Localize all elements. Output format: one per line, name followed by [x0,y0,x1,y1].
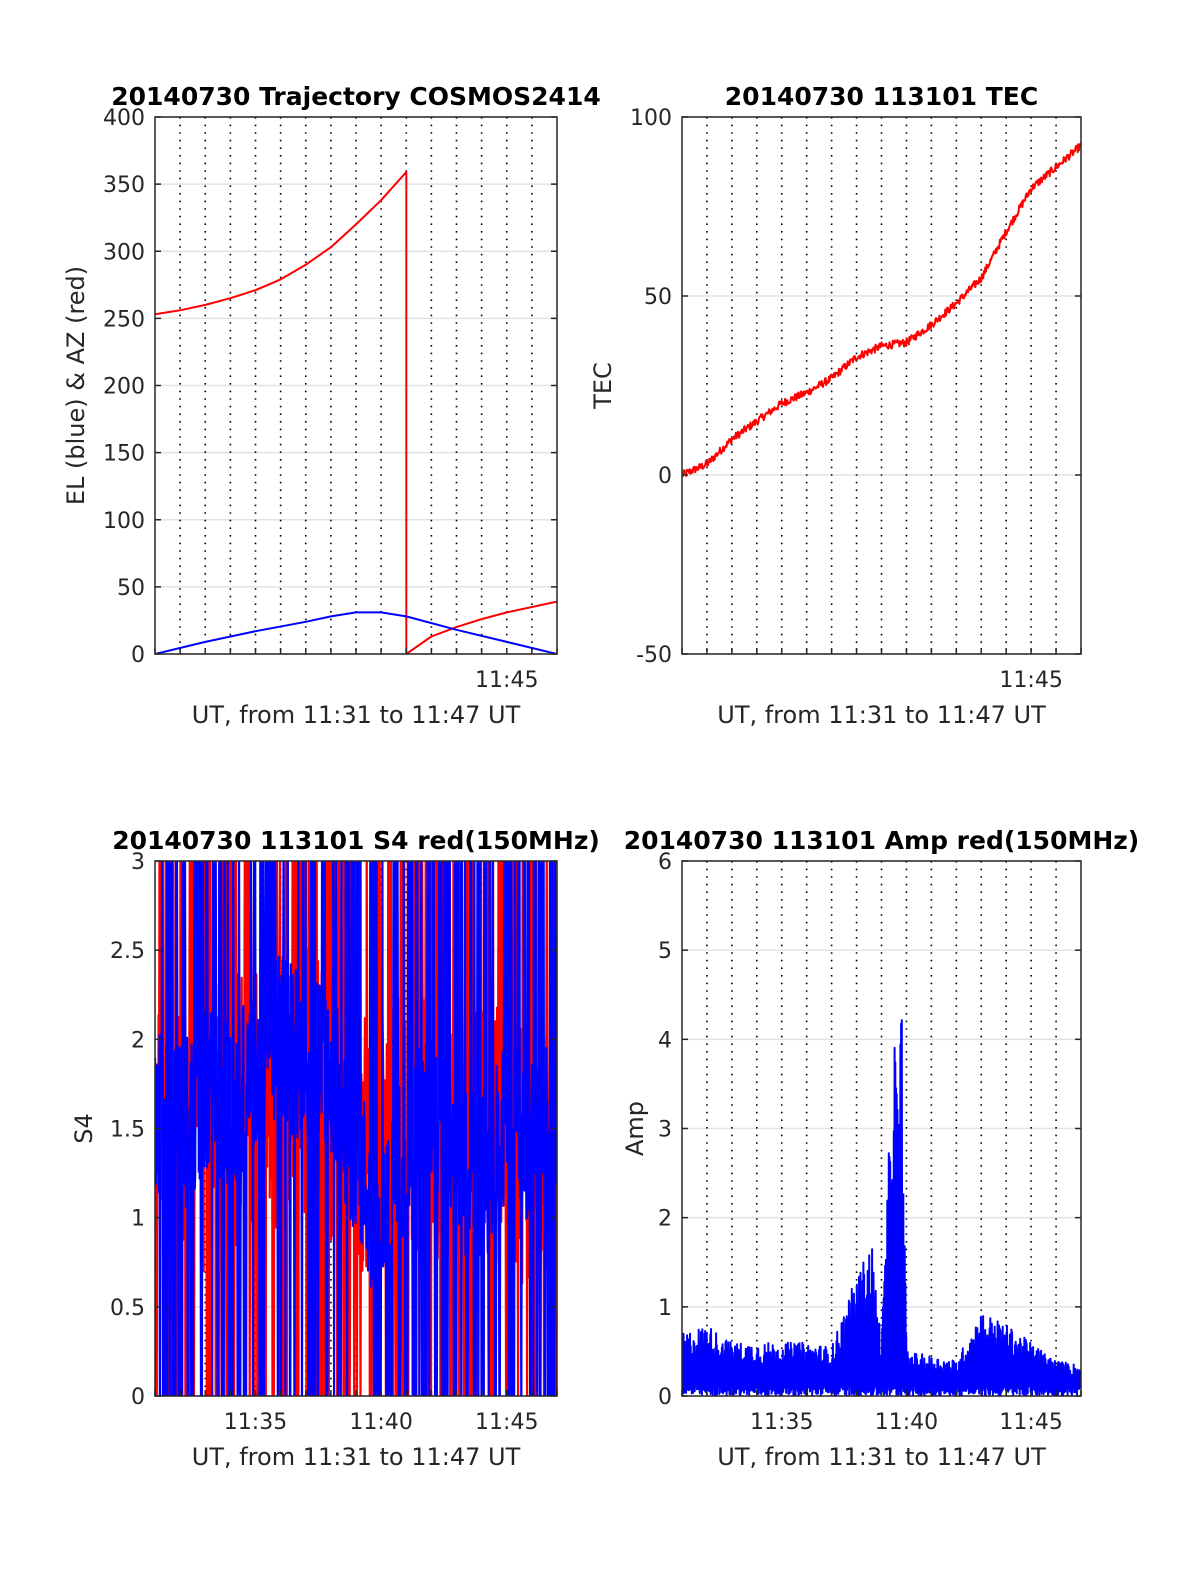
series-line-2 [155,861,557,1396]
y-axis-label: Amp [621,1101,649,1156]
y-tick-label: 50 [117,576,145,601]
chart-2: -50 0 50 100 11:45 20140730 113101 TEC UT, fro… [589,82,1082,729]
series-line-2 [155,611,557,654]
series-line-1 [682,142,1081,478]
y-tick-label: 1.5 [110,1118,145,1143]
x-tick-label: 11:35 [750,1410,813,1435]
chart-4: 0 1 2 3 4 5 6 11:35 11:40 11:45 20140730 113101 Am… [621,826,1139,1471]
y-tick-label: -50 [636,643,672,668]
chart-1: 0 50 100 150 200 250 300 350 400 11:45 20140730 Tr… [62,82,601,729]
chart-3: 0 0.5 1 1.5 2 2.5 3 11:35 11:40 11:45 20140730 113… [70,826,600,1471]
y-tick-label: 100 [103,509,145,534]
chart-title: 20140730 113101 S4 red(150MHz) [112,826,600,855]
y-tick-label: 0 [131,1385,145,1410]
x-tick-label: 11:45 [475,668,538,693]
y-tick-label: 2 [658,1207,672,1232]
y-tick-label: 300 [103,240,145,265]
x-axis-label: UT, from 11:31 to 11:47 UT [192,701,521,729]
x-tick-label: 11:40 [875,1410,938,1435]
y-tick-label: 400 [103,106,145,131]
chart-title: 20140730 113101 TEC [725,82,1038,111]
chart-title: 20140730 Trajectory COSMOS2414 [111,82,601,111]
plot-area [155,861,557,1396]
series-line-1 [155,171,557,654]
y-tick-label: 250 [103,307,145,332]
x-axis-label: UT, from 11:31 to 11:47 UT [717,701,1046,729]
y-tick-label: 0 [658,1385,672,1410]
x-axis-label: UT, from 11:31 to 11:47 UT [717,1443,1046,1471]
y-tick-label: 2 [131,1028,145,1053]
plot-area [682,142,1081,478]
y-tick-label: 3 [131,850,145,875]
y-tick-label: 2.5 [110,939,145,964]
plot-area [682,1019,1081,1396]
x-tick-label: 11:45 [475,1410,538,1435]
y-tick-label: 50 [644,285,672,310]
series-line-1 [682,1019,1081,1396]
y-tick-label: 0.5 [110,1296,145,1321]
y-tick-label: 1 [131,1207,145,1232]
x-tick-label: 11:45 [999,668,1062,693]
y-tick-label: 350 [103,173,145,198]
chart-title: 20140730 113101 Amp red(150MHz) [624,826,1140,855]
y-tick-label: 0 [131,643,145,668]
y-tick-label: 3 [658,1118,672,1143]
y-tick-label: 6 [658,850,672,875]
plot-area [155,171,557,654]
y-axis-label: TEC [589,362,617,410]
y-tick-label: 0 [658,464,672,489]
x-tick-label: 11:45 [999,1410,1062,1435]
y-tick-label: 100 [630,106,672,131]
y-tick-label: 5 [658,939,672,964]
y-tick-label: 200 [103,375,145,400]
y-tick-label: 1 [658,1296,672,1321]
y-tick-label: 150 [103,442,145,467]
x-tick-label: 11:40 [349,1410,412,1435]
x-tick-label: 11:35 [224,1410,287,1435]
y-axis-label: EL (blue) & AZ (red) [62,266,90,505]
y-axis-label: S4 [70,1113,98,1144]
x-axis-label: UT, from 11:31 to 11:47 UT [192,1443,521,1471]
y-tick-label: 4 [658,1028,672,1053]
